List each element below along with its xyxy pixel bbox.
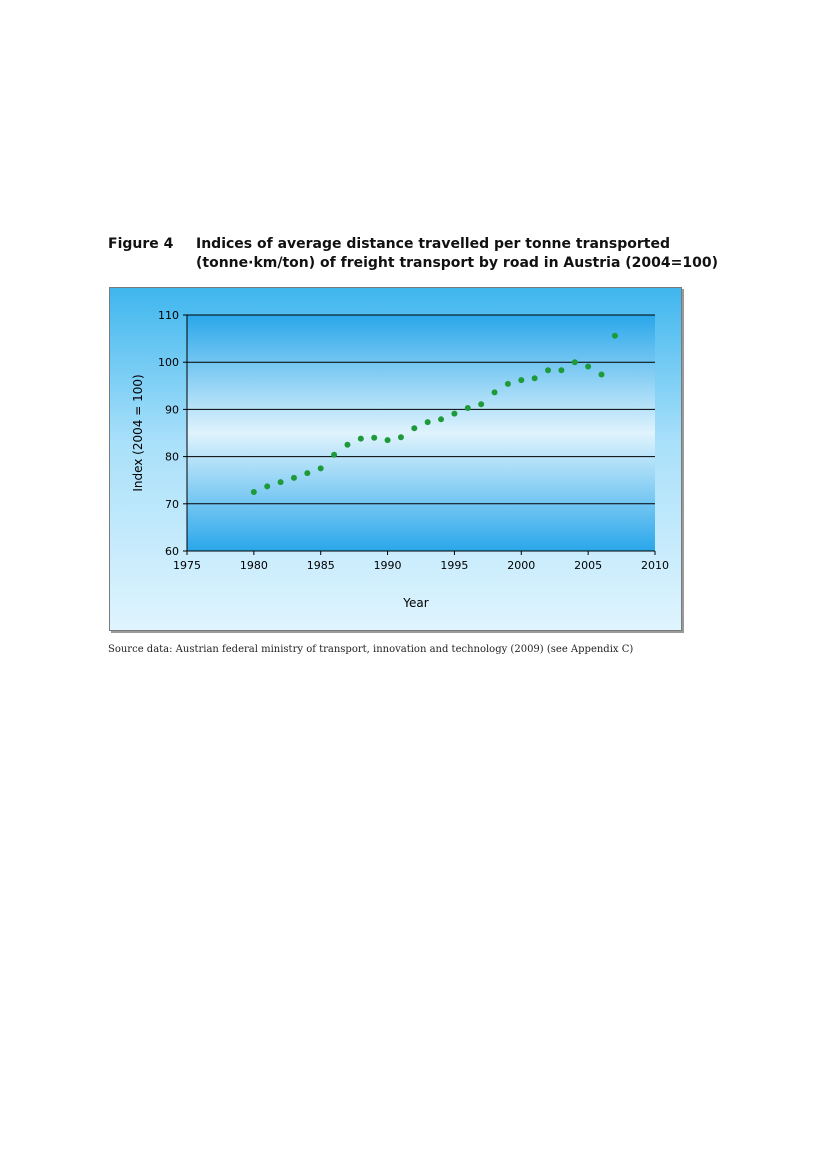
data-point [317, 465, 324, 472]
x-tick-label-1995: 1995 [440, 559, 468, 572]
data-point [585, 363, 592, 370]
y-tick-label-80: 80 [165, 451, 179, 464]
y-tick-label-60: 60 [165, 545, 179, 558]
data-point [545, 367, 552, 374]
figure-title: Indices of average distance travelled pe… [196, 236, 718, 271]
data-point [424, 419, 431, 426]
data-point [277, 479, 284, 486]
x-tick-label-2005: 2005 [574, 559, 602, 572]
data-point [344, 441, 351, 448]
y-tick-label-100: 100 [158, 356, 179, 369]
data-point [558, 367, 565, 374]
x-tick-label-1980: 1980 [240, 559, 268, 572]
x-tick-label-1985: 1985 [307, 559, 335, 572]
data-point [531, 375, 538, 382]
data-point [571, 359, 578, 366]
data-point [464, 404, 471, 411]
plot-area [187, 315, 655, 551]
data-point [331, 451, 338, 458]
x-tick-label-2010: 2010 [641, 559, 669, 572]
data-point [598, 371, 605, 378]
data-point [491, 389, 498, 396]
chart-area: 60 70 80 90 100 110 1975 1980 1985 1990 1995 2000 20… [109, 287, 682, 631]
data-point [518, 377, 525, 384]
data-point [478, 401, 485, 408]
data-point [451, 410, 458, 417]
x-axis-title: Year [402, 596, 428, 610]
data-point [397, 434, 404, 441]
data-point [304, 470, 311, 477]
data-point [411, 425, 418, 432]
data-point [611, 332, 618, 339]
x-tick-label-1975: 1975 [173, 559, 201, 572]
data-point [357, 435, 364, 442]
data-point [371, 434, 378, 441]
data-point [250, 489, 257, 495]
data-point [290, 474, 297, 481]
data-point [264, 483, 271, 490]
data-point [384, 437, 391, 444]
data-point [438, 416, 445, 423]
data-point [504, 380, 511, 387]
y-tick-label-70: 70 [165, 498, 179, 511]
scatter-chart: 60 70 80 90 100 110 1975 1980 1985 1990 1995 2000 20… [131, 309, 669, 610]
y-tick-label-90: 90 [165, 403, 179, 416]
y-axis-title: Index (2004 = 100) [131, 374, 145, 491]
source-note: Source data: Austrian federal ministry o… [108, 644, 634, 655]
x-tick-label-2000: 2000 [507, 559, 535, 572]
x-tick-label-1990: 1990 [374, 559, 402, 572]
figure-label: Figure 4 [108, 236, 174, 252]
y-tick-label-110: 110 [158, 309, 179, 322]
